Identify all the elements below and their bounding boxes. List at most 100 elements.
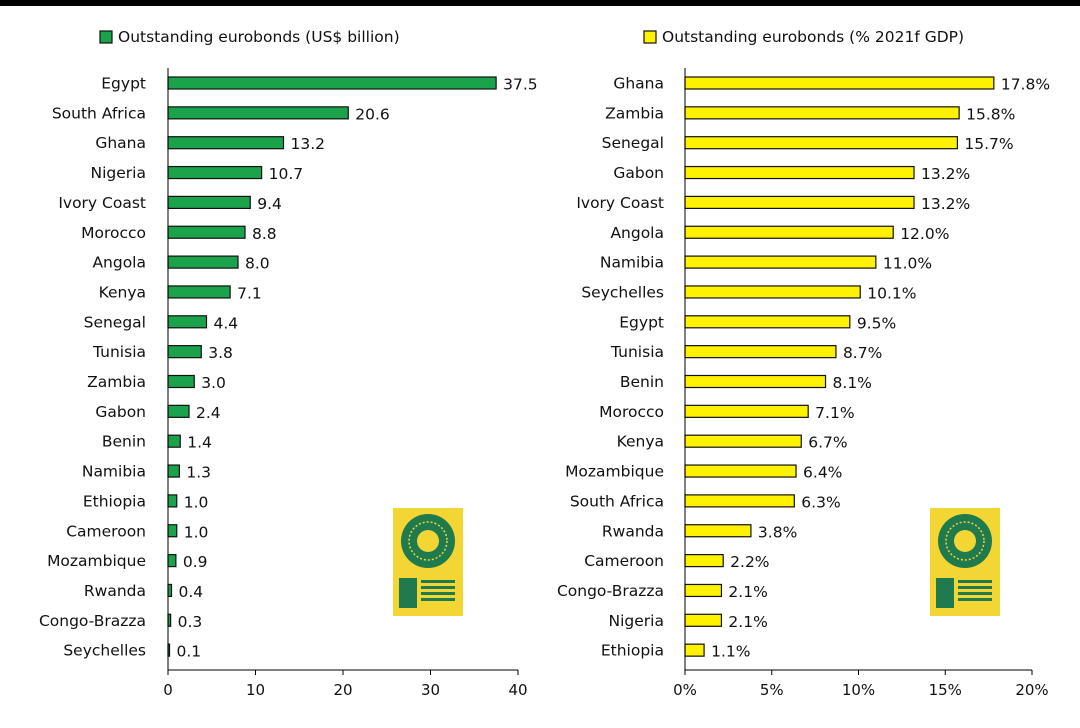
category-label: Congo-Brazza (557, 582, 664, 600)
data-label: 10.7 (269, 165, 304, 183)
data-label: 3.8% (758, 523, 797, 541)
data-label: 8.8 (252, 225, 277, 243)
book-cover-subtitle-line (958, 592, 992, 595)
category-label: Angola (610, 224, 664, 242)
category-label: Tunisia (610, 343, 664, 361)
data-label: 2.2% (730, 553, 769, 571)
bar-morocco (684, 404, 809, 418)
bar-kenya (684, 434, 802, 448)
category-label: Ethiopia (601, 642, 664, 660)
book-cover-globe-ring (408, 521, 448, 561)
book-cover-image (930, 508, 1000, 616)
legend-swatch (99, 30, 113, 44)
bar-seychelles (684, 285, 861, 299)
book-cover-globe-ring (945, 521, 985, 561)
bar-senegal (684, 136, 958, 150)
legend-label: Outstanding eurobonds (% 2021f GDP) (662, 28, 964, 46)
data-label: 17.8% (1001, 76, 1050, 94)
bar-mozambique (684, 464, 797, 478)
data-label: 2.1% (728, 613, 767, 631)
x-tick-label: 20 (333, 681, 352, 699)
data-label: 1.3 (186, 464, 211, 482)
x-tick-label: 5% (760, 681, 784, 699)
category-label: Benin (620, 373, 664, 391)
category-label: Morocco (81, 224, 146, 242)
data-label: 7.1 (237, 284, 262, 302)
bar-tunisia (684, 345, 837, 359)
category-label: Ivory Coast (576, 194, 664, 212)
book-cover-globe-center (417, 530, 439, 552)
bar-egypt (167, 76, 497, 90)
data-label: 2.1% (728, 583, 767, 601)
bar-senegal (167, 315, 208, 329)
bar-angola (167, 255, 239, 269)
category-label: Benin (102, 433, 146, 451)
book-cover-title-block (399, 578, 417, 608)
data-label: 7.1% (815, 404, 854, 422)
category-label: Mozambique (565, 463, 664, 481)
book-cover-image (393, 508, 463, 616)
category-label: Morocco (599, 403, 664, 421)
bar-south-africa (684, 494, 795, 508)
data-label: 15.8% (966, 105, 1015, 123)
data-label: 8.0 (245, 255, 270, 273)
bar-ghana (167, 136, 285, 150)
data-label: 6.7% (808, 434, 847, 452)
bar-congo-brazza (684, 583, 723, 598)
data-label: 8.7% (843, 344, 882, 362)
top-border (0, 0, 1080, 6)
bar-cameroon (684, 553, 724, 568)
data-label: 6.4% (803, 464, 842, 482)
category-label: Gabon (95, 403, 146, 421)
bar-benin (167, 434, 181, 448)
category-label: Ivory Coast (58, 194, 146, 212)
x-tick-label: 0% (673, 681, 697, 699)
category-label: Nigeria (91, 164, 146, 182)
bar-tunisia (167, 345, 202, 359)
chart-us-billion: Outstanding eurobonds (US$ billion) Egypt… (39, 28, 538, 699)
data-label: 2.4 (196, 404, 221, 422)
category-label: Rwanda (602, 522, 664, 540)
data-label: 8.1% (833, 374, 872, 392)
category-label: Mozambique (47, 552, 146, 570)
category-label: Zambia (87, 373, 146, 391)
bar-rwanda (684, 524, 752, 538)
bar-morocco (167, 225, 246, 239)
data-label: 3.8 (208, 344, 233, 362)
bar-egypt (684, 315, 851, 329)
bar-namibia (167, 464, 180, 478)
data-label: 0.4 (179, 583, 204, 601)
category-label: Kenya (99, 283, 146, 301)
book-cover-globe-center (954, 530, 976, 552)
data-label: 0.9 (183, 553, 208, 571)
category-label: Congo-Brazza (39, 612, 146, 630)
category-label: Angola (92, 254, 146, 272)
book-cover-subtitle-line (421, 592, 455, 595)
bar-cameroon (167, 524, 178, 538)
category-label: Cameroon (584, 552, 664, 570)
bar-angola (684, 225, 894, 239)
bar-ivory-coast (684, 195, 915, 209)
bar-ethiopia (684, 643, 705, 657)
x-tick-label: 10% (842, 681, 875, 699)
bar-rwanda (167, 583, 173, 598)
category-label: Namibia (600, 254, 664, 272)
chart-pct-gdp: Outstanding eurobonds (% 2021f GDP) Ghana… (557, 28, 1050, 699)
data-label: 13.2% (921, 195, 970, 213)
book-cover-subtitle-line (421, 598, 455, 601)
category-label: South Africa (570, 492, 664, 510)
bar-ethiopia (167, 494, 178, 508)
category-label: Ghana (613, 75, 664, 93)
bar-benin (684, 374, 827, 389)
bar-zambia (167, 374, 195, 389)
bar-gabon (684, 165, 915, 180)
category-label: Zambia (605, 104, 664, 122)
bar-namibia (684, 255, 877, 269)
category-label: Cameroon (66, 522, 146, 540)
data-label: 9.4 (257, 195, 282, 213)
data-label: 1.0 (184, 523, 209, 541)
data-label: 15.7% (964, 135, 1013, 153)
bar-nigeria (684, 613, 723, 627)
data-label: 10.1% (867, 284, 916, 302)
